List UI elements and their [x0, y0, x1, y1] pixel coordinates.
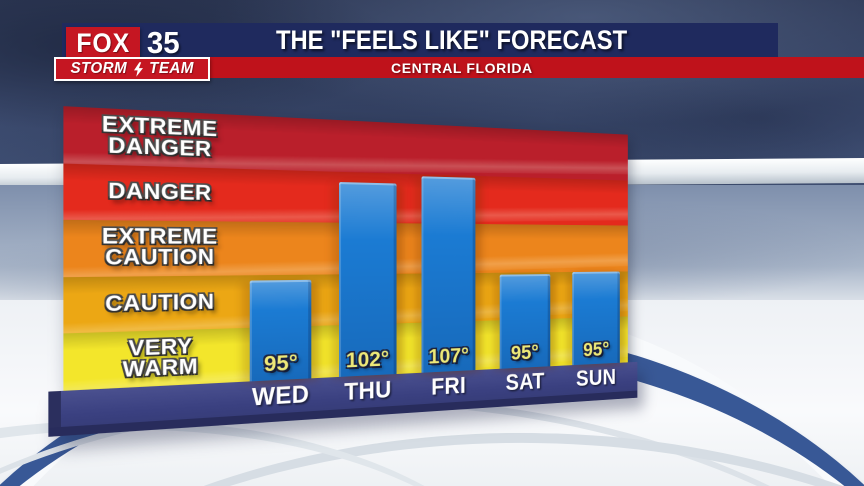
region-subtitle: CENTRAL FLORIDA [391, 59, 533, 76]
lightning-bolt-icon [133, 61, 143, 77]
region-bar: CENTRAL FLORIDA [205, 57, 864, 78]
page-title: THE "FEELS LIKE" FORECAST [276, 24, 628, 55]
fox-logo-text: FOX [76, 28, 130, 58]
storm-label: STORM [70, 60, 128, 77]
fox-logo: FOX [66, 27, 140, 60]
channel-number: 35 [146, 25, 180, 60]
storm-team-badge: STORM TEAM [54, 57, 210, 81]
title-bar: THE "FEELS LIKE" FORECAST [62, 23, 778, 57]
team-label: TEAM [148, 60, 194, 77]
